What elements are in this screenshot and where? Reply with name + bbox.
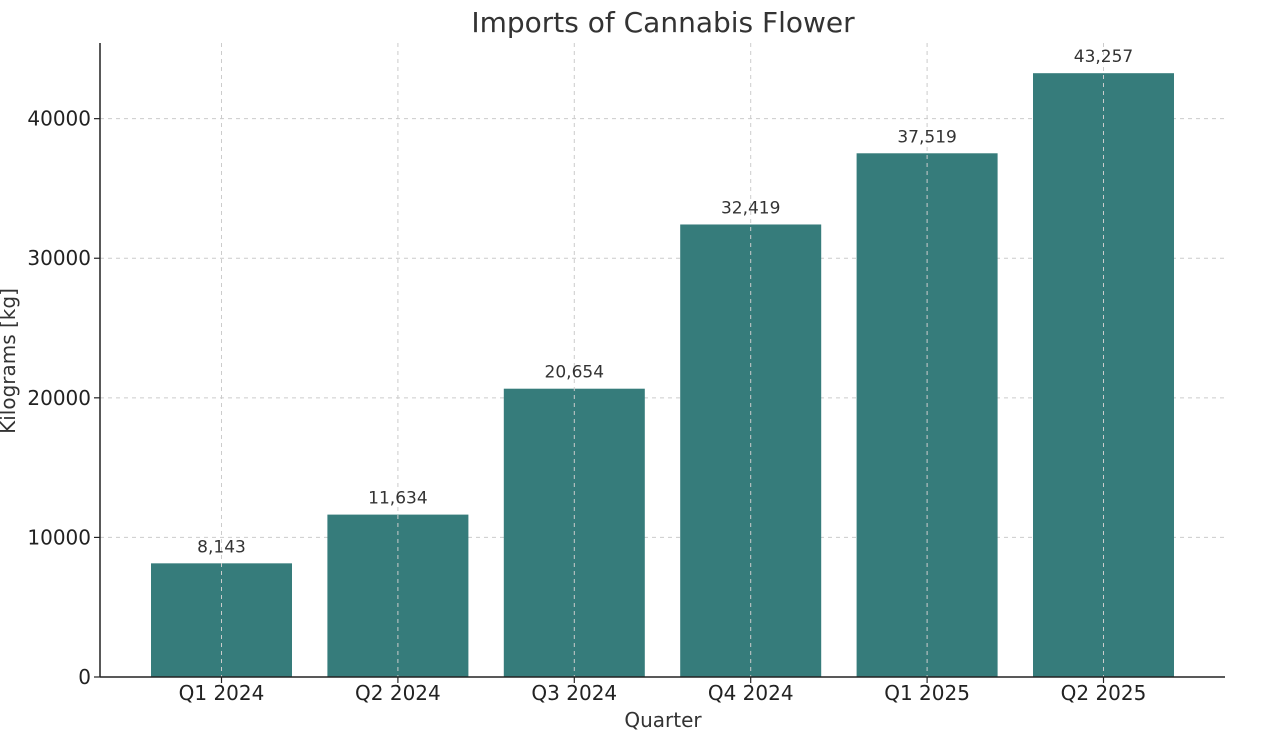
x-axis-label: Quarter bbox=[624, 708, 702, 732]
y-tick-label: 40000 bbox=[27, 107, 91, 131]
data-labels-layer: 8,143 11,634 20,654 32,419 37,519 43,257 bbox=[197, 43, 1133, 677]
ticks-layer: 0 10000 20000 30000 40000 Q1 2024 Q2 2024 Q3 20… bbox=[27, 107, 1146, 705]
data-label: 37,519 bbox=[897, 127, 956, 147]
x-tick-label: Q4 2024 bbox=[708, 681, 794, 705]
bars-layer bbox=[151, 73, 1174, 678]
data-label: 8,143 bbox=[197, 537, 246, 557]
x-tick-label: Q2 2024 bbox=[355, 681, 441, 705]
y-tick-label: 0 bbox=[78, 665, 91, 689]
y-axis-label: Kilograms [kg] bbox=[0, 288, 20, 434]
chart-title: Imports of Cannabis Flower bbox=[471, 6, 855, 39]
x-tick-label: Q1 2025 bbox=[884, 681, 970, 705]
axes-layer bbox=[99, 43, 1225, 678]
x-tick-label: Q1 2024 bbox=[179, 681, 265, 705]
x-tick-label: Q3 2024 bbox=[531, 681, 617, 705]
data-label: 11,634 bbox=[368, 489, 427, 509]
data-label: 32,419 bbox=[721, 198, 780, 218]
y-tick-label: 30000 bbox=[27, 246, 91, 270]
y-tick-label: 10000 bbox=[27, 525, 91, 549]
y-tick-label: 20000 bbox=[27, 386, 91, 410]
data-label: 20,654 bbox=[545, 363, 604, 383]
data-label: 43,257 bbox=[1074, 47, 1133, 67]
x-tick-label: Q2 2025 bbox=[1061, 681, 1147, 705]
